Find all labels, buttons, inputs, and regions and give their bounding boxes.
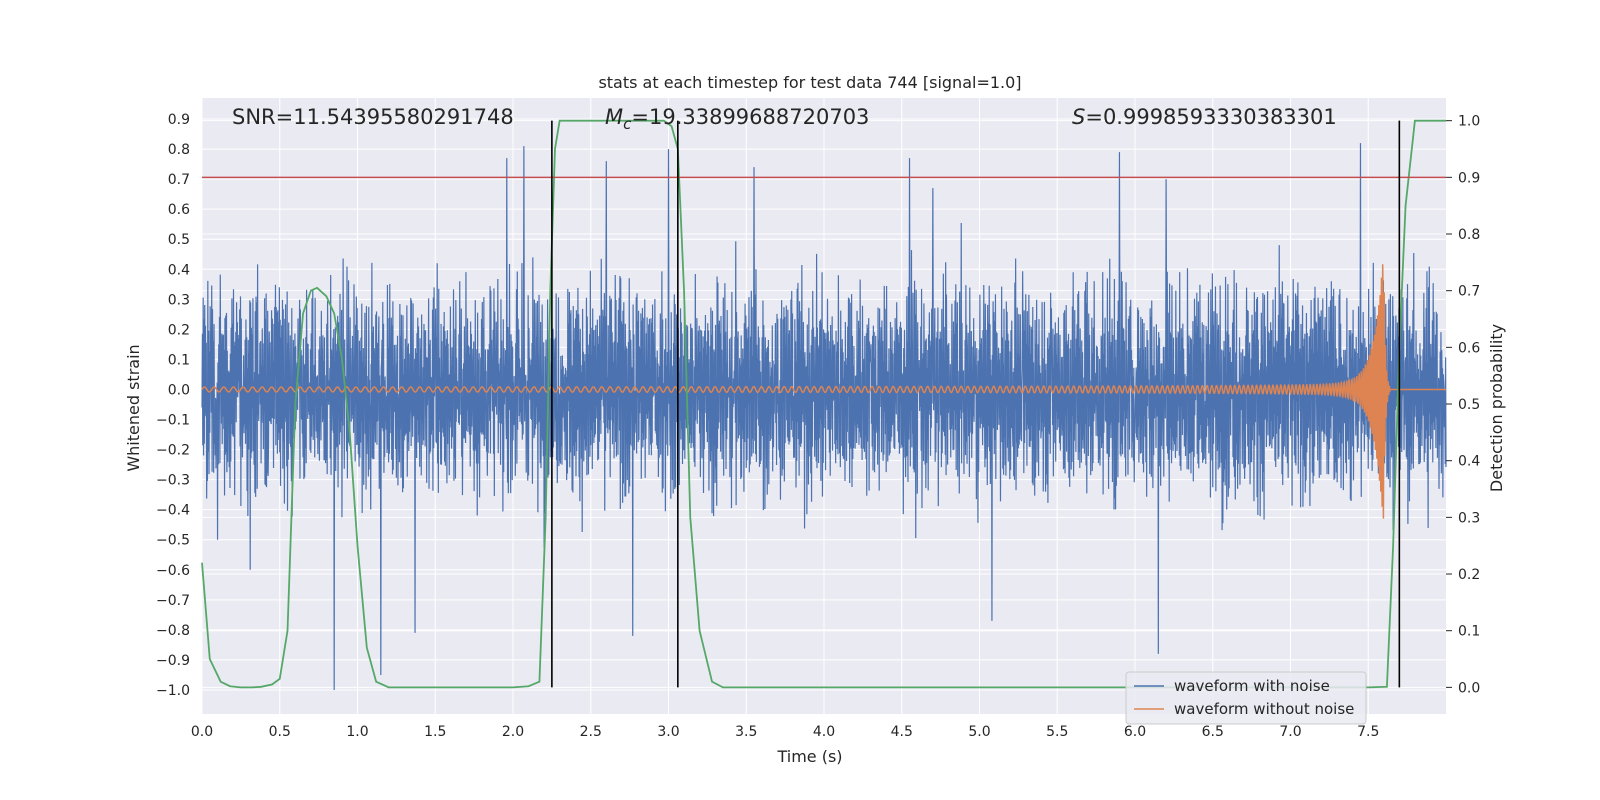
x-tick-label: 2.5	[580, 724, 602, 740]
y2-tick-label: 0.2	[1458, 567, 1480, 583]
y-tick-label: 0.4	[168, 262, 190, 278]
y-tick-label: −0.2	[156, 443, 190, 459]
y2-tick-label: 0.0	[1458, 680, 1480, 696]
y2-tick-label: 1.0	[1458, 114, 1480, 130]
x-tick-label: 0.0	[191, 724, 213, 740]
y2-axis-label: Detection probability	[1487, 324, 1506, 492]
chirp-mass-subscript: c	[623, 115, 632, 133]
legend-entry-clean: waveform without noise	[1174, 700, 1354, 718]
y-tick-label: −0.6	[156, 563, 190, 579]
x-tick-label: 4.0	[813, 724, 835, 740]
y-tick-label: 0.0	[168, 382, 190, 398]
x-tick-label: 3.5	[735, 724, 757, 740]
y-tick-label: −0.1	[156, 413, 190, 429]
series-detection-probability	[201, 119, 1446, 689]
score-annotation: S=0.9998593330383301	[1072, 105, 1337, 129]
y2-tick-label: 0.1	[1458, 624, 1480, 640]
y-axis-label: Whitened strain	[124, 344, 143, 471]
y-tick-label: 0.1	[168, 352, 190, 368]
y2-tick-label: 0.8	[1458, 227, 1480, 243]
y2-tick-label: 0.9	[1458, 170, 1480, 186]
y-tick-label: −0.4	[156, 503, 190, 519]
x-tick-label: 0.5	[269, 724, 291, 740]
chirp-mass-value: =19.33899688720703	[631, 105, 869, 129]
y-tick-label: 0.6	[168, 202, 190, 218]
x-axis-label: Time (s)	[776, 747, 842, 766]
x-tick-label: 1.5	[424, 724, 446, 740]
score-value: =0.9998593330383301	[1085, 105, 1336, 129]
y2-tick-label: 0.5	[1458, 397, 1480, 413]
y-tick-label: 0.7	[168, 172, 190, 188]
y-tick-label: −0.9	[156, 653, 190, 669]
chirp-mass-annotation: Mc=19.33899688720703	[605, 105, 869, 133]
x-tick-label: 7.5	[1357, 724, 1379, 740]
series-waveform-without-noise	[201, 264, 1446, 519]
x-tick-label: 3.0	[657, 724, 679, 740]
y2-tick-label: 0.4	[1458, 454, 1480, 470]
x-tick-label: 4.5	[891, 724, 913, 740]
score-symbol: S	[1072, 105, 1085, 129]
y-tick-label: −0.3	[156, 473, 190, 489]
y2-tick-label: 0.6	[1458, 340, 1480, 356]
y-tick-label: −0.5	[156, 533, 190, 549]
y-tick-label: 0.5	[168, 232, 190, 248]
snr-annotation: SNR=11.54395580291748	[232, 105, 514, 129]
x-tick-label: 7.0	[1279, 724, 1301, 740]
legend-frame	[1125, 671, 1367, 725]
legend-entry-noise: waveform with noise	[1174, 677, 1330, 695]
x-tick-label: 5.0	[968, 724, 990, 740]
ticks: 0.0 0.5 1.0 1.5 2.0 2.5 3.0 3.5 4.0 4.5 5.0 5.5 6.0 6…	[156, 112, 1480, 740]
x-tick-label: 2.0	[502, 724, 524, 740]
series-waveform-with-noise	[201, 143, 1447, 690]
x-tick-label: 5.5	[1046, 724, 1068, 740]
y-tick-label: 0.9	[168, 112, 190, 128]
y-tick-label: −0.8	[156, 623, 190, 639]
x-tick-label: 6.5	[1202, 724, 1224, 740]
y-tick-label: 0.2	[168, 322, 190, 338]
legend: waveform with noise waveform without noi…	[1125, 671, 1367, 725]
series-layer	[201, 119, 1447, 690]
chart-title: stats at each timestep for test data 744…	[598, 73, 1021, 92]
x-tick-label: 1.0	[346, 724, 368, 740]
y-tick-label: −1.0	[156, 683, 190, 699]
y-tick-label: 0.3	[168, 292, 190, 308]
y2-tick-label: 0.7	[1458, 284, 1480, 300]
y-tick-label: −0.7	[156, 593, 190, 609]
y-tick-label: 0.8	[168, 142, 190, 158]
y2-tick-label: 0.3	[1458, 510, 1480, 526]
x-tick-label: 6.0	[1124, 724, 1146, 740]
chirp-mass-symbol: M	[605, 105, 623, 129]
